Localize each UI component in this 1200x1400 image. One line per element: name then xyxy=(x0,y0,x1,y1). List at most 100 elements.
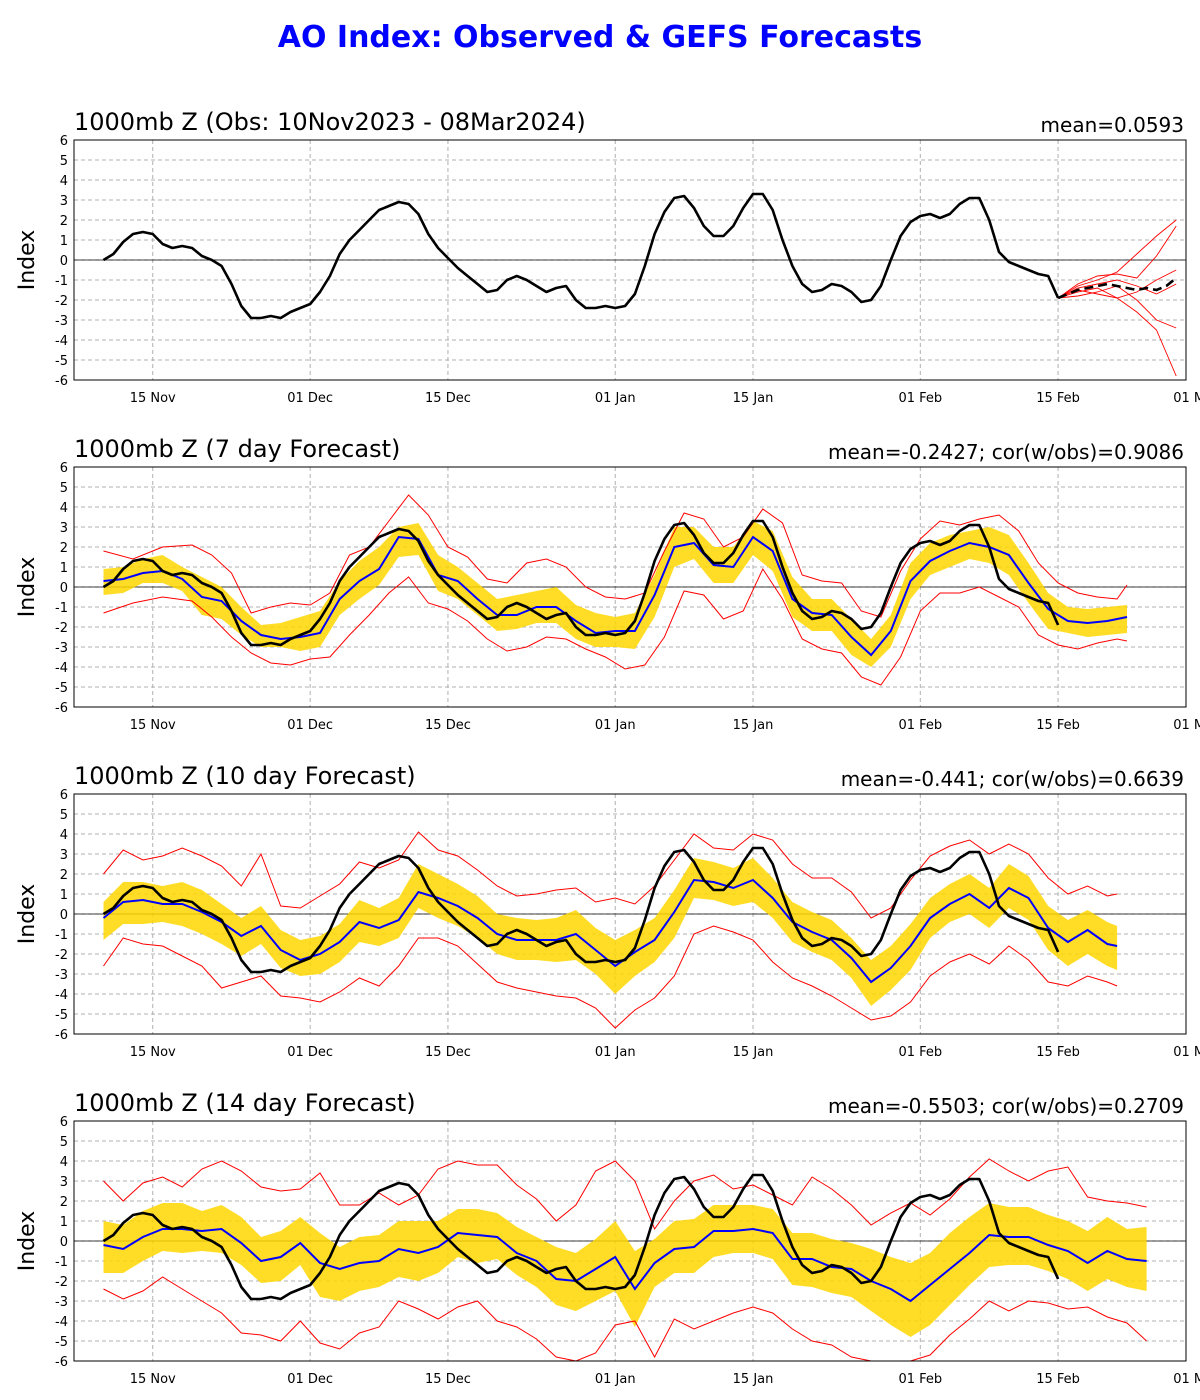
y-tick-label: -6 xyxy=(55,1028,68,1043)
x-tick-label: 01 Mar xyxy=(1173,1372,1200,1387)
y-tick-label: -5 xyxy=(55,1335,68,1350)
panel-stat-10day: mean=-0.441; cor(w/obs)=0.6639 xyxy=(840,767,1184,791)
x-tick-label: 01 Jan xyxy=(595,718,636,733)
x-tick-label: 15 Nov xyxy=(130,1045,176,1060)
y-tick-label: 6 xyxy=(60,461,68,476)
x-tick-label: 01 Feb xyxy=(898,391,942,406)
ensemble-mean-line xyxy=(103,1227,1147,1303)
plot-frame xyxy=(73,466,1187,708)
spread-band xyxy=(103,1203,1147,1337)
x-tick-label: 15 Jan xyxy=(733,718,774,733)
y-tick-label: 4 xyxy=(60,1155,68,1170)
x-tick-label: 15 Jan xyxy=(733,1045,774,1060)
y-tick-label: -4 xyxy=(55,334,68,349)
x-tick-label: 15 Feb xyxy=(1036,718,1080,733)
y-tick-label: -3 xyxy=(55,968,68,983)
y-tick-label: -5 xyxy=(55,354,68,369)
ensemble-member-line xyxy=(1057,287,1177,377)
x-tick-label: 15 Dec xyxy=(425,718,471,733)
y-tick-label: -4 xyxy=(55,661,68,676)
upper-bound-line xyxy=(103,831,1118,919)
y-tick-label: -1 xyxy=(55,274,68,289)
lower-bound-line xyxy=(103,567,1128,686)
y-tick-label: 3 xyxy=(60,1175,68,1190)
y-tick-label: 6 xyxy=(60,134,68,149)
y-tick-label: 5 xyxy=(60,808,68,823)
x-tick-label: 15 Jan xyxy=(733,391,774,406)
observed-line xyxy=(102,519,1060,647)
x-tick-label: 01 Jan xyxy=(595,391,636,406)
y-tick-label: -6 xyxy=(55,374,68,389)
x-tick-label: 01 Feb xyxy=(898,718,942,733)
spread-band xyxy=(103,521,1127,667)
y-tick-label: 3 xyxy=(60,848,68,863)
x-tick-label: 01 Dec xyxy=(287,718,333,733)
x-tick-label: 01 Mar xyxy=(1173,1045,1200,1060)
upper-bound-line xyxy=(103,494,1128,618)
y-tick-label: 5 xyxy=(60,1135,68,1150)
plot-area xyxy=(102,192,1178,377)
y-tick-label: -2 xyxy=(55,294,68,309)
y-axis-label: Index xyxy=(15,557,40,618)
x-tick-label: 15 Dec xyxy=(425,1045,471,1060)
forecast-mean-line xyxy=(1057,276,1178,300)
panel-title-7day: 1000mb Z (7 day Forecast) xyxy=(74,435,401,463)
spread-band xyxy=(103,858,1118,1006)
plot-area xyxy=(102,831,1118,1029)
y-tick-label: 1 xyxy=(60,1215,68,1230)
y-tick-label: 0 xyxy=(60,908,68,923)
observed-line xyxy=(102,1173,1060,1301)
y-tick-label: -5 xyxy=(55,681,68,696)
y-tick-label: -6 xyxy=(55,701,68,716)
x-tick-label: 01 Dec xyxy=(287,391,333,406)
x-tick-label: 01 Feb xyxy=(898,1045,942,1060)
y-tick-label: 1 xyxy=(60,234,68,249)
lower-bound-line xyxy=(103,925,1118,1029)
x-tick-label: 01 Jan xyxy=(595,1372,636,1387)
y-tick-label: -1 xyxy=(55,1255,68,1270)
y-tick-label: -2 xyxy=(55,1275,68,1290)
y-tick-label: 6 xyxy=(60,788,68,803)
y-tick-label: 4 xyxy=(60,501,68,516)
y-axis-label: Index xyxy=(15,230,40,291)
y-axis-label: Index xyxy=(15,884,40,945)
y-tick-label: 0 xyxy=(60,581,68,596)
y-tick-label: -3 xyxy=(55,1295,68,1310)
y-tick-label: -4 xyxy=(55,988,68,1003)
panel-title-14day: 1000mb Z (14 day Forecast) xyxy=(74,1089,416,1117)
panel-stat-14day: mean=-0.5503; cor(w/obs)=0.2709 xyxy=(827,1094,1184,1118)
x-tick-label: 01 Mar xyxy=(1173,718,1200,733)
y-axis-label: Index xyxy=(15,1211,40,1272)
panel-title-obs: 1000mb Z (Obs: 10Nov2023 - 08Mar2024) xyxy=(74,108,586,136)
y-tick-label: -4 xyxy=(55,1315,68,1330)
x-tick-label: 15 Nov xyxy=(130,391,176,406)
panel-stat-obs: mean=0.0593 xyxy=(1040,113,1184,137)
chart-main-title: AO Index: Observed & GEFS Forecasts xyxy=(277,20,923,55)
panel-stat-7day: mean=-0.2427; cor(w/obs)=0.9086 xyxy=(827,440,1184,464)
y-tick-label: -3 xyxy=(55,314,68,329)
ensemble-member-line xyxy=(1057,219,1177,299)
observed-line xyxy=(102,192,1060,320)
x-tick-label: 01 Feb xyxy=(898,1372,942,1387)
y-tick-label: -5 xyxy=(55,1008,68,1023)
plot-area xyxy=(102,1158,1147,1361)
y-tick-label: 2 xyxy=(60,541,68,556)
y-tick-label: 5 xyxy=(60,481,68,496)
y-tick-label: 2 xyxy=(60,214,68,229)
y-tick-label: -6 xyxy=(55,1355,68,1370)
y-tick-label: 1 xyxy=(60,561,68,576)
plot-area xyxy=(102,494,1128,686)
y-tick-label: 3 xyxy=(60,521,68,536)
plot-frame xyxy=(73,1120,1187,1362)
x-tick-label: 15 Feb xyxy=(1036,391,1080,406)
x-tick-label: 15 Nov xyxy=(130,718,176,733)
y-tick-label: -3 xyxy=(55,641,68,656)
x-tick-label: 15 Dec xyxy=(425,391,471,406)
y-tick-label: 2 xyxy=(60,1195,68,1210)
panel-title-10day: 1000mb Z (10 day Forecast) xyxy=(74,762,416,790)
y-tick-label: -1 xyxy=(55,601,68,616)
y-tick-label: -1 xyxy=(55,928,68,943)
observed-line xyxy=(102,846,1060,974)
y-tick-label: 4 xyxy=(60,828,68,843)
y-tick-label: 0 xyxy=(60,1235,68,1250)
